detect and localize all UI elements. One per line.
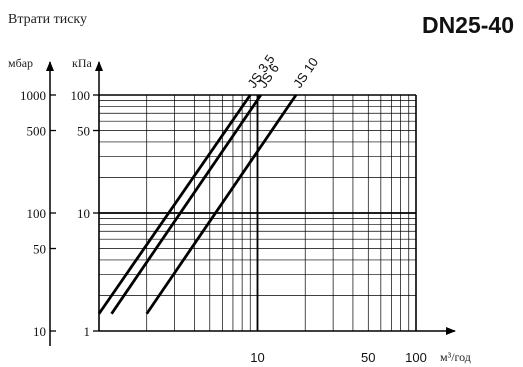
y-tick-label-mbar: 100 [27, 206, 47, 221]
series-line [97, 94, 252, 315]
product-label: DN25-40 [422, 12, 514, 38]
y-unit-kpa: кПа [72, 56, 92, 70]
y-tick-labels-mbar: 1000 500 100 50 10 [20, 88, 46, 339]
tick-marks [50, 94, 99, 332]
y-tick-label-kpa: 10 [77, 206, 90, 221]
y-tick-label-mbar: 10 [33, 324, 46, 339]
x-axis-label: м³/год [440, 350, 471, 364]
series-label: JS 10 [290, 55, 321, 91]
y-tick-label-kpa: 1 [84, 324, 91, 339]
y-tick-label-mbar: 50 [33, 242, 46, 257]
chart-title: Втрати тиску [8, 12, 87, 27]
y-unit-mbar: мбар [8, 56, 33, 70]
x-tick-label: 10 [250, 350, 264, 365]
y-tick-label-mbar: 500 [27, 124, 47, 139]
grid [98, 94, 417, 332]
series-line [110, 94, 263, 315]
y-tick-label-mbar: 1000 [20, 88, 46, 103]
y-tick-labels-kpa: 100 50 10 1 [71, 88, 91, 339]
series-line [145, 94, 298, 315]
y-tick-label-kpa: 100 [71, 88, 91, 103]
x-tick-labels: 10 50 100 [250, 350, 427, 365]
y-tick-label-kpa: 50 [77, 124, 90, 139]
x-tick-label: 50 [361, 350, 375, 365]
x-tick-label: 100 [405, 350, 427, 365]
